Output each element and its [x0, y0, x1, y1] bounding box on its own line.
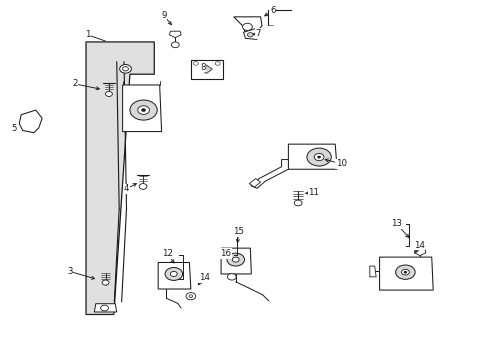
Circle shape — [142, 109, 145, 112]
Circle shape — [306, 148, 330, 166]
Circle shape — [105, 91, 112, 96]
Polygon shape — [86, 42, 154, 315]
Text: 6: 6 — [269, 6, 275, 15]
Polygon shape — [250, 159, 288, 188]
Circle shape — [130, 100, 157, 120]
Text: 13: 13 — [390, 219, 401, 228]
Text: 11: 11 — [307, 188, 319, 197]
Text: 4: 4 — [123, 184, 129, 193]
Circle shape — [227, 274, 236, 280]
Polygon shape — [94, 304, 117, 312]
Polygon shape — [243, 29, 261, 40]
Circle shape — [102, 280, 109, 285]
Polygon shape — [369, 266, 375, 277]
Text: 8: 8 — [200, 63, 205, 72]
Polygon shape — [288, 144, 336, 169]
Polygon shape — [190, 60, 222, 78]
Circle shape — [226, 253, 244, 266]
Polygon shape — [158, 262, 190, 289]
Polygon shape — [122, 85, 161, 132]
Text: 14: 14 — [199, 273, 209, 282]
Circle shape — [395, 265, 414, 279]
Circle shape — [294, 200, 302, 206]
Circle shape — [193, 62, 198, 65]
Polygon shape — [413, 249, 425, 256]
Text: 7: 7 — [255, 29, 261, 38]
Text: 1: 1 — [84, 30, 90, 39]
Circle shape — [232, 257, 239, 262]
Circle shape — [101, 305, 108, 311]
Polygon shape — [169, 31, 181, 38]
Circle shape — [317, 156, 320, 158]
Polygon shape — [200, 65, 212, 73]
Circle shape — [138, 106, 149, 114]
Circle shape — [139, 184, 147, 189]
Circle shape — [247, 33, 253, 37]
Text: 10: 10 — [335, 159, 346, 168]
Circle shape — [242, 23, 252, 31]
Circle shape — [164, 267, 182, 280]
Circle shape — [401, 269, 408, 275]
Text: 16: 16 — [220, 249, 231, 258]
Polygon shape — [379, 257, 432, 290]
Text: 2: 2 — [72, 80, 78, 89]
Circle shape — [170, 271, 177, 276]
Circle shape — [403, 271, 406, 273]
Text: 3: 3 — [67, 267, 73, 276]
Text: 14: 14 — [413, 241, 424, 250]
Polygon shape — [233, 17, 262, 34]
Text: 15: 15 — [233, 228, 244, 237]
Text: 12: 12 — [162, 249, 173, 258]
Circle shape — [120, 64, 131, 73]
Polygon shape — [249, 179, 260, 187]
Text: 5: 5 — [12, 123, 17, 132]
Circle shape — [314, 153, 324, 161]
Circle shape — [185, 293, 195, 300]
Polygon shape — [19, 110, 42, 133]
Circle shape — [215, 62, 220, 65]
Circle shape — [171, 42, 179, 48]
Circle shape — [122, 67, 128, 71]
Text: 9: 9 — [161, 11, 166, 20]
Circle shape — [188, 295, 192, 298]
Polygon shape — [221, 248, 251, 274]
